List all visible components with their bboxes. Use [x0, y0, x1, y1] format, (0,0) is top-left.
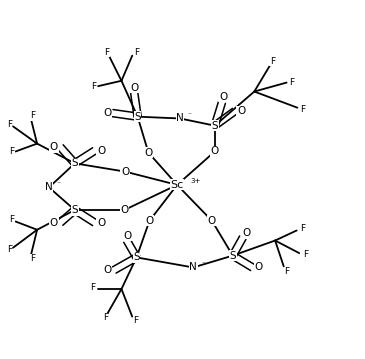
- Text: F: F: [270, 56, 275, 66]
- Text: 3+: 3+: [191, 178, 201, 183]
- Text: F: F: [30, 254, 35, 263]
- Text: O: O: [97, 218, 105, 228]
- Text: O: O: [121, 167, 129, 177]
- Text: O: O: [50, 142, 58, 152]
- Text: O: O: [242, 228, 250, 238]
- Text: S: S: [133, 252, 140, 262]
- Text: N: N: [45, 182, 53, 192]
- Text: F: F: [7, 245, 12, 254]
- Text: O: O: [237, 106, 245, 116]
- Text: O: O: [103, 108, 111, 118]
- Text: Sc: Sc: [170, 180, 184, 190]
- Text: F: F: [9, 147, 15, 156]
- Text: F: F: [300, 105, 306, 114]
- Text: ⁻: ⁻: [201, 259, 205, 269]
- Text: F: F: [91, 81, 96, 91]
- Text: F: F: [284, 267, 289, 276]
- Text: F: F: [133, 316, 138, 325]
- Text: ⁻: ⁻: [188, 110, 192, 120]
- Text: S: S: [72, 158, 78, 168]
- Text: F: F: [289, 78, 295, 87]
- Text: S: S: [72, 205, 78, 215]
- Text: F: F: [103, 313, 108, 322]
- Text: S: S: [230, 251, 236, 261]
- Text: F: F: [9, 215, 15, 224]
- Text: F: F: [300, 224, 306, 233]
- Text: F: F: [134, 47, 139, 57]
- Text: O: O: [255, 262, 263, 272]
- Text: O: O: [145, 216, 154, 226]
- Text: F: F: [30, 111, 35, 120]
- Text: O: O: [124, 231, 132, 241]
- Text: O: O: [130, 83, 138, 93]
- Text: F: F: [90, 283, 95, 292]
- Text: N: N: [176, 113, 184, 123]
- Text: O: O: [211, 146, 219, 157]
- Text: S: S: [211, 121, 218, 131]
- Text: O: O: [104, 265, 112, 275]
- Text: O: O: [50, 218, 58, 228]
- Text: O: O: [208, 216, 216, 226]
- Text: O: O: [97, 146, 105, 156]
- Text: ⁻: ⁻: [57, 179, 61, 188]
- Text: S: S: [134, 112, 141, 122]
- Text: O: O: [120, 205, 128, 215]
- Text: F: F: [7, 120, 12, 129]
- Text: F: F: [104, 47, 109, 57]
- Text: N: N: [189, 262, 197, 272]
- Text: O: O: [144, 148, 153, 158]
- Text: F: F: [303, 250, 308, 260]
- Text: O: O: [219, 92, 227, 102]
